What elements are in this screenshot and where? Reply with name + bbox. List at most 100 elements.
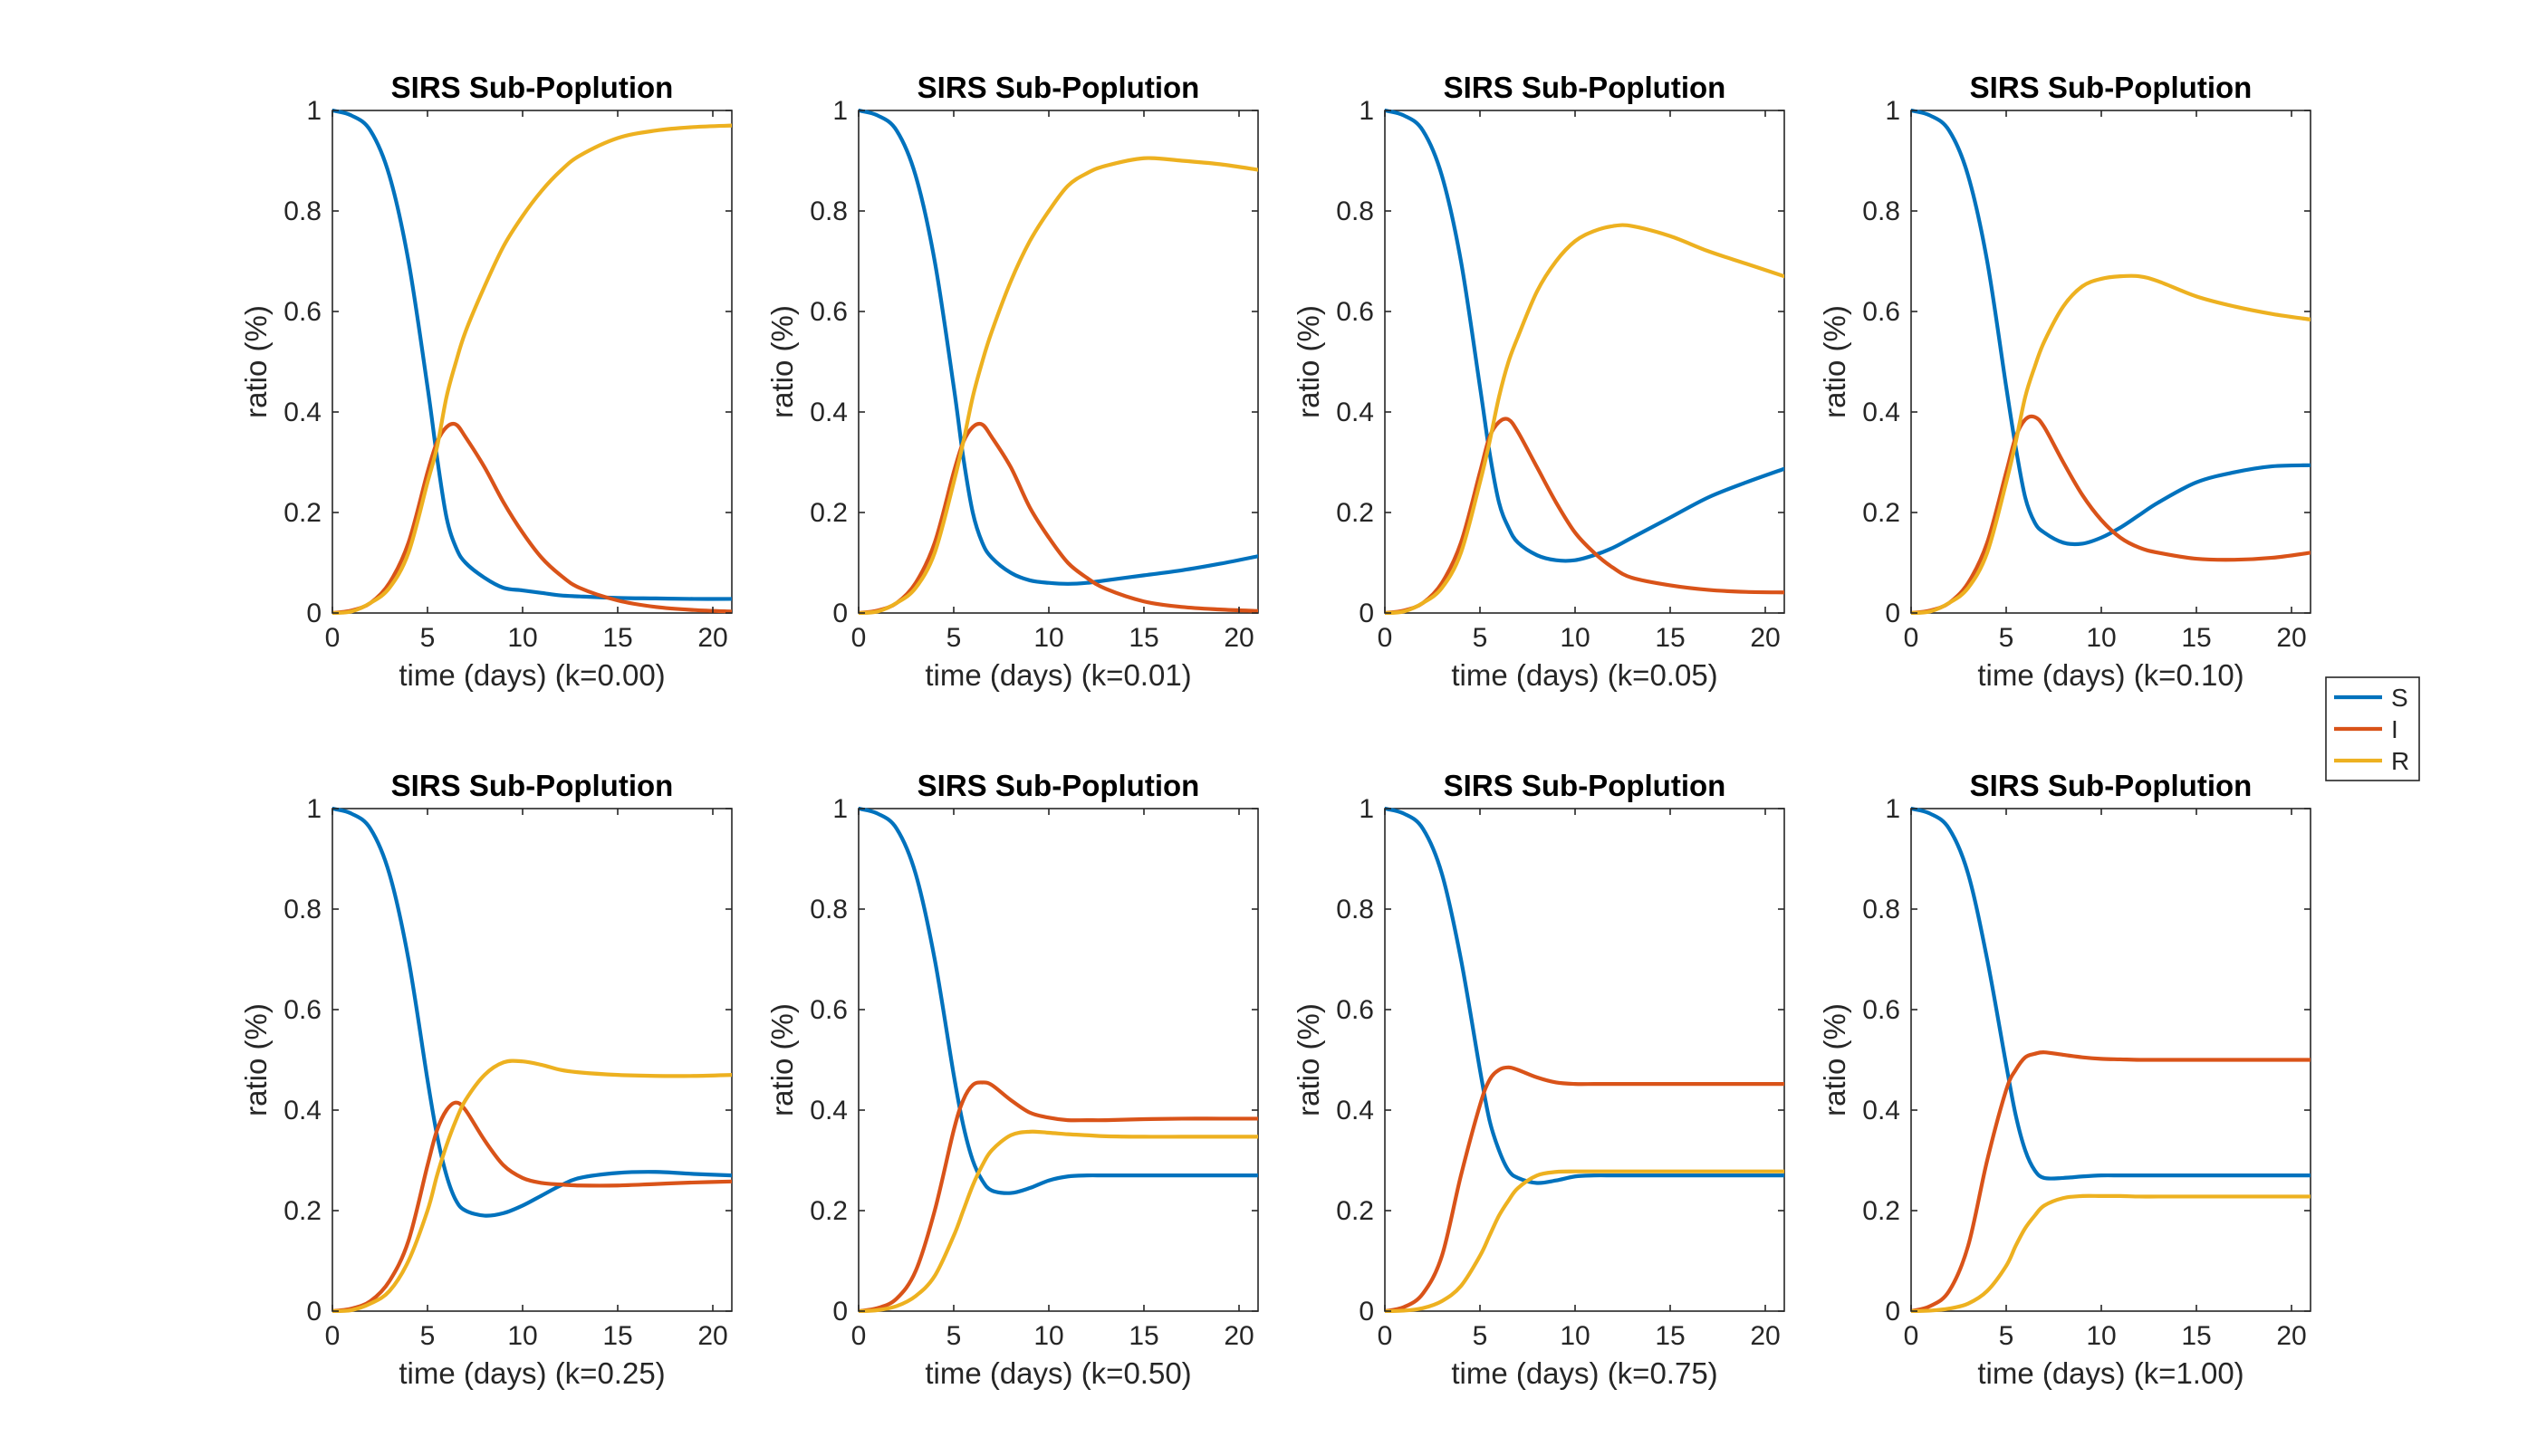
series-line-S: [1911, 109, 2311, 547]
y-tick-label: 0: [306, 599, 322, 628]
y-tick-label: 0: [832, 1297, 848, 1327]
y-tick-label: 1: [1359, 794, 1374, 824]
subplot-2: 0 5 10 15 20 0 0.2 0.4 0.6 0.8 1 SIRS Sub-Poplution…: [765, 71, 1259, 692]
x-tick-label: 20: [1224, 623, 1254, 653]
y-tick-label: 0.6: [1862, 297, 1900, 327]
y-tick-label: 0.6: [810, 297, 848, 327]
x-tick-label: 20: [1750, 1321, 1780, 1351]
subplot-3: 0 5 10 15 20 0 0.2 0.4 0.6 0.8 1 SIRS Sub-Poplution…: [1292, 71, 1785, 692]
y-tick-label: 0.2: [283, 498, 322, 528]
x-axis-label: time (days) (k=0.00): [399, 658, 665, 692]
x-tick-label: 5: [946, 1321, 962, 1351]
x-tick-label: 5: [1999, 1321, 2014, 1351]
y-tick-label: 0.8: [810, 196, 848, 226]
series-line-R: [1385, 1169, 1784, 1313]
x-tick-label: 15: [1655, 623, 1685, 653]
x-tick-label: 10: [507, 1321, 537, 1351]
y-tick-label: 0.8: [283, 196, 322, 226]
x-axis-label: time (days) (k=0.01): [925, 658, 1191, 692]
x-tick-label: 15: [1129, 623, 1158, 653]
y-tick-label: 1: [832, 96, 848, 126]
x-tick-label: 5: [1473, 623, 1488, 653]
y-axis-label: ratio (%): [1818, 305, 1851, 418]
y-tick-label: 0.2: [1862, 1196, 1900, 1226]
y-tick-label: 0.2: [1862, 498, 1900, 528]
y-tick-label: 0: [1359, 1297, 1374, 1327]
y-tick-label: 0.8: [1862, 196, 1900, 226]
y-tick-label: 0.6: [1862, 995, 1900, 1025]
x-tick-label: 20: [697, 1321, 727, 1351]
y-axis-label: ratio (%): [1818, 1003, 1851, 1116]
x-tick-label: 0: [1904, 1321, 1919, 1351]
axes-box: [858, 110, 1259, 614]
y-tick-label: 0.6: [283, 995, 322, 1025]
series-line-I: [332, 421, 732, 615]
axes-box: [1384, 808, 1785, 1312]
series-line-S: [1385, 807, 1784, 1185]
x-tick-label: 5: [946, 623, 962, 653]
subplot-title: SIRS Sub-Poplution: [1970, 71, 2253, 104]
x-tick-label: 0: [1378, 623, 1393, 653]
x-tick-label: 10: [1560, 623, 1590, 653]
legend-label-S: S: [2391, 684, 2408, 712]
subplot-title: SIRS Sub-Poplution: [1970, 769, 2253, 802]
subplot-title: SIRS Sub-Poplution: [1444, 769, 1726, 802]
subplot-title: SIRS Sub-Poplution: [918, 71, 1200, 104]
subplot-title: SIRS Sub-Poplution: [391, 71, 674, 104]
x-tick-label: 15: [602, 1321, 632, 1351]
subplot-title: SIRS Sub-Poplution: [918, 769, 1200, 802]
y-tick-label: 0.2: [810, 498, 848, 528]
series-line-I: [1385, 417, 1784, 615]
x-tick-label: 10: [2086, 623, 2116, 653]
y-tick-label: 0.6: [1336, 297, 1374, 327]
x-tick-label: 15: [2181, 1321, 2211, 1351]
series-group: [332, 109, 732, 615]
series-group: [1385, 109, 1784, 615]
legend: SIR: [2325, 676, 2420, 781]
y-axis-label: ratio (%): [765, 305, 799, 418]
y-tick-label: 0: [1359, 599, 1374, 628]
series-group: [1911, 109, 2311, 615]
series-line-R: [1385, 223, 1784, 615]
x-tick-label: 0: [1904, 623, 1919, 653]
y-tick-label: 0.2: [1336, 1196, 1374, 1226]
x-tick-label: 20: [2276, 1321, 2306, 1351]
x-tick-label: 15: [1655, 1321, 1685, 1351]
y-tick-label: 0.8: [283, 895, 322, 924]
y-tick-label: 1: [1885, 794, 1900, 824]
y-tick-label: 0.2: [810, 1196, 848, 1226]
series-line-R: [332, 123, 732, 615]
x-axis-label: time (days) (k=0.05): [1451, 658, 1717, 692]
x-tick-label: 20: [2276, 623, 2306, 653]
subplot-1: 0 5 10 15 20 0 0.2 0.4 0.6 0.8 1 SIRS Sub-Poplution…: [239, 71, 733, 692]
x-tick-label: 0: [851, 623, 867, 653]
series-group: [332, 807, 732, 1313]
series-line-R: [1911, 1193, 2311, 1313]
series-line-S: [1385, 109, 1784, 563]
y-tick-label: 1: [1885, 96, 1900, 126]
x-tick-label: 20: [697, 623, 727, 653]
y-tick-label: 0: [832, 599, 848, 628]
axes-box: [1384, 110, 1785, 614]
subplot-4: 0 5 10 15 20 0 0.2 0.4 0.6 0.8 1 SIRS Sub-Poplution…: [1818, 71, 2311, 692]
y-tick-label: 0.4: [283, 1096, 322, 1126]
y-tick-label: 0.6: [1336, 995, 1374, 1025]
series-line-I: [1911, 414, 2311, 615]
series-line-I: [1385, 1065, 1784, 1313]
y-tick-label: 0.4: [810, 398, 848, 427]
x-tick-label: 5: [1473, 1321, 1488, 1351]
x-tick-label: 10: [1033, 1321, 1063, 1351]
x-tick-label: 0: [851, 1321, 867, 1351]
subplot-6: 0 5 10 15 20 0 0.2 0.4 0.6 0.8 1 SIRS Sub-Poplution…: [765, 769, 1259, 1390]
y-tick-label: 0.4: [283, 398, 322, 427]
x-tick-label: 20: [1224, 1321, 1254, 1351]
axes-box: [331, 110, 733, 614]
x-tick-label: 10: [507, 623, 537, 653]
y-tick-label: 1: [306, 96, 322, 126]
y-tick-label: 0: [306, 1297, 322, 1327]
series-line-R: [1911, 273, 2311, 615]
y-axis-label: ratio (%): [1292, 305, 1325, 418]
x-tick-label: 20: [1750, 623, 1780, 653]
